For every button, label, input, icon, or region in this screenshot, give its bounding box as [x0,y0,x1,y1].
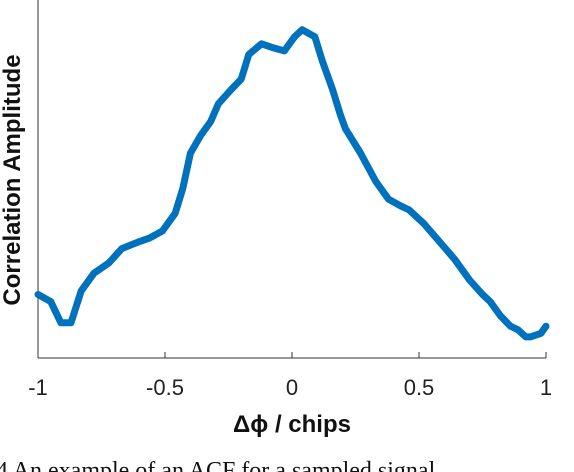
y-axis-label: Correlation Amplitude [0,54,26,305]
x-tick-label: -0.5 [146,375,184,400]
x-tick-label: 0 [286,375,298,400]
data-line [34,26,550,341]
x-tick-label: 1 [540,375,552,400]
caption: 4 An example of an ACF for a sampled sig… [0,458,436,472]
x-axis-label: Δϕ / chips [233,411,351,438]
x-tick-label: 0.5 [404,375,435,400]
x-tick-label: -1 [28,375,48,400]
